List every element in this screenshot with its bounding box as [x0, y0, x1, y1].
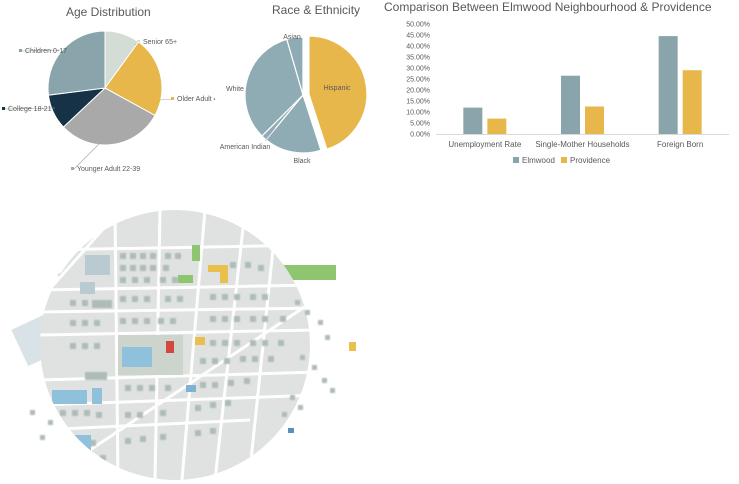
map-facility-yellow	[195, 337, 205, 345]
y-tick-label: 40.00%	[406, 44, 430, 51]
bar-elmwood-unemployment-rate	[463, 107, 483, 134]
age-label-older-adult-40-64: Older Adult 40-64	[177, 96, 215, 103]
y-tick-label: 5.00%	[410, 121, 430, 128]
map-facility-red	[166, 341, 174, 353]
race-slice-hispanic	[308, 35, 368, 150]
legend-swatch-elmwood	[513, 157, 519, 163]
y-tick-label: 30.00%	[406, 66, 430, 73]
legend-label-providence: Providence	[570, 156, 611, 165]
map-facility-green	[192, 245, 200, 261]
map-facility-yellow	[208, 265, 228, 283]
map-marker-yellow	[349, 342, 356, 351]
map-facility-blue	[92, 388, 102, 404]
x-tick-label: Foreign Born	[657, 140, 703, 149]
map-facility-blue	[65, 435, 91, 453]
race-label-black: Black	[293, 158, 311, 165]
map-facility-blue	[122, 347, 152, 367]
race-label-hispanic: Hispanic	[324, 85, 351, 92]
y-tick-label: 45.00%	[406, 33, 430, 40]
age-pie-svg: Senior 65+ Older Adult 40-64 Younger Adult…	[2, 30, 215, 173]
bar-providence-foreign-born	[682, 70, 702, 134]
age-leader-line	[21, 49, 61, 52]
map-facility-blue	[288, 428, 294, 433]
age-leader-line	[73, 142, 101, 170]
bar-providence-unemployment-rate	[487, 118, 507, 134]
legend-label-elmwood: Elmwood	[522, 156, 555, 165]
race-slice-black	[265, 93, 322, 154]
age-legend-swatch	[2, 107, 5, 110]
age-leader-line	[4, 107, 56, 110]
age-slice-children-0-17	[47, 30, 106, 96]
bar-chart-title: Comparison Between Elmwood Neighbourhood…	[384, 0, 712, 14]
age-legend-swatch	[171, 97, 174, 100]
age-label-children-0-17: Children 0-17	[25, 48, 67, 55]
bar-elmwood-single-mother-households	[561, 75, 580, 134]
age-label-senior-65: Senior 65+	[143, 39, 177, 46]
map-outer-block	[85, 255, 110, 275]
race-label-american-indian: American Indian	[220, 144, 271, 151]
map-outer-block	[80, 282, 95, 294]
map-buildings	[60, 253, 286, 461]
bar-elmwood-foreign-born	[658, 36, 678, 134]
race-slice-white	[244, 38, 304, 137]
map-edge-houses	[30, 300, 335, 440]
age-legend-swatch	[19, 49, 22, 52]
age-slice-younger-adult-22-39	[62, 87, 156, 146]
race-leader-line	[264, 127, 276, 142]
race-ethnicity-chart: Race & Ethnicity Hispanic Black American I…	[215, 0, 385, 180]
y-tick-label: 20.00%	[406, 88, 430, 95]
age-chart-title: Age Distribution	[66, 5, 151, 19]
race-chart-title: Race & Ethnicity	[272, 3, 361, 17]
y-tick-label: 15.00%	[406, 99, 430, 106]
legend-swatch-providence	[561, 157, 567, 163]
age-legend-swatch	[71, 167, 74, 170]
x-tick-label: Single-Mother Households	[535, 140, 629, 149]
age-label-college-18-21: College 18-21	[8, 106, 52, 113]
age-slice-older-adult-40-64	[104, 41, 163, 117]
y-tick-label: 10.00%	[406, 110, 430, 117]
race-pie-svg: Hispanic Black American Indian White Asian	[220, 34, 368, 165]
age-distribution-chart: Age Distribution Senior 65+ Older Adult 4…	[0, 0, 215, 180]
bar-providence-single-mother-households	[585, 106, 604, 134]
race-slice-asian	[286, 36, 304, 96]
map-circle-group	[40, 210, 310, 480]
race-label-white: White	[226, 86, 244, 93]
comparison-bar-chart: Comparison Between Elmwood Neighbourhood…	[384, 0, 739, 180]
map-park-block	[282, 265, 336, 280]
y-tick-label: 25.00%	[406, 77, 430, 84]
map-facility-green	[178, 275, 193, 283]
map-facility-blue	[186, 385, 196, 392]
x-tick-label: Unemployment Rate	[448, 140, 521, 149]
map-facility-blue	[52, 390, 87, 404]
y-tick-label: 35.00%	[406, 55, 430, 62]
y-tick-label: 0.00%	[410, 132, 430, 139]
y-tick-label: 50.00%	[406, 22, 430, 29]
race-label-asian: Asian	[283, 34, 301, 41]
age-label-younger-adult-22-39: Younger Adult 22-39	[77, 166, 140, 173]
bar-chart-svg: 0.00% 5.00% 10.00% 15.00% 20.00% 25.00% 30.00%…	[406, 22, 729, 165]
